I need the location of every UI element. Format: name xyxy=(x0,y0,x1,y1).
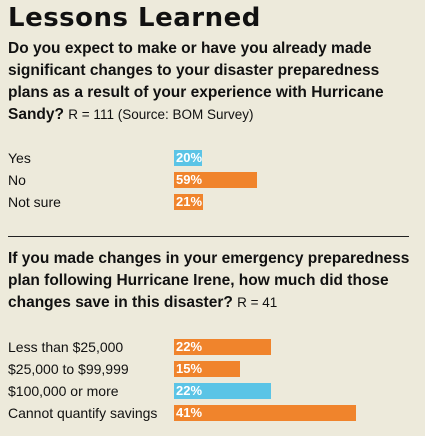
data-label: 15% xyxy=(176,361,203,376)
question-1-text: Do you expect to make or have you alread… xyxy=(8,40,384,123)
category-label: Yes xyxy=(8,150,31,166)
page-title: Lessons Learned xyxy=(8,3,261,33)
section-divider xyxy=(8,236,409,237)
category-label: No xyxy=(8,172,26,188)
bar-row: Not sure 21% xyxy=(0,192,425,214)
bar: 22% xyxy=(174,383,271,399)
chart-question-2: Less than $25,000 22% $25,000 to $99,999 15… xyxy=(0,337,425,427)
category-label: $100,000 or more xyxy=(8,383,119,399)
bar-row: Yes 20% xyxy=(0,148,425,170)
category-label: Not sure xyxy=(8,194,61,210)
bar-row: No 59% xyxy=(0,170,425,192)
bar-row: Less than $25,000 22% xyxy=(0,337,425,359)
question-2-text: If you made changes in your emergency pr… xyxy=(8,250,410,311)
question-1-respondents: R = 111 (Source: BOM Survey) xyxy=(68,107,254,122)
bar-row: $25,000 to $99,999 15% xyxy=(0,359,425,381)
category-label: Less than $25,000 xyxy=(8,339,124,355)
data-label: 20% xyxy=(176,150,203,165)
chart-question-1: Yes 20% No 59% Not sure 21% xyxy=(0,148,425,218)
category-label: $25,000 to $99,999 xyxy=(8,361,129,377)
bar-row: Cannot quantify savings 41% xyxy=(0,403,425,425)
question-2-respondents: R = 41 xyxy=(237,295,278,310)
data-label: 22% xyxy=(176,339,203,354)
bar: 59% xyxy=(174,172,257,188)
bar-row: $100,000 or more 22% xyxy=(0,381,425,403)
category-label: Cannot quantify savings xyxy=(8,405,158,421)
bar: 20% xyxy=(174,150,202,166)
survey-question-2: If you made changes in your emergency pr… xyxy=(8,248,413,314)
data-label: 41% xyxy=(176,405,203,420)
bar: 41% xyxy=(174,405,356,421)
data-label: 21% xyxy=(176,194,203,209)
bar: 15% xyxy=(174,361,240,377)
survey-question-1: Do you expect to make or have you alread… xyxy=(8,38,413,126)
bar: 21% xyxy=(174,194,203,210)
data-label: 59% xyxy=(176,172,203,187)
bar: 22% xyxy=(174,339,271,355)
data-label: 22% xyxy=(176,383,203,398)
